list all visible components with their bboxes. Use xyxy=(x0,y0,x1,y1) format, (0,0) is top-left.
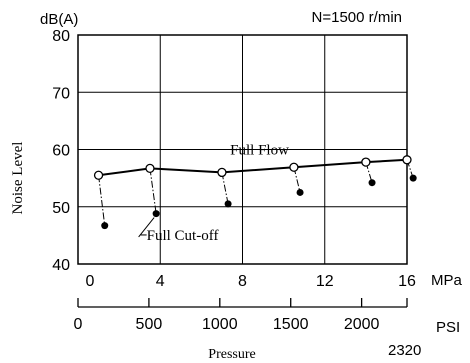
series-line-full-flow xyxy=(98,158,408,177)
point-full-flow xyxy=(289,162,299,172)
point-full-cut-off xyxy=(152,210,160,218)
point-full-cut-off xyxy=(224,200,232,208)
y-tick-label: 80 xyxy=(52,28,70,45)
x-secondary-unit: PSI xyxy=(436,319,460,336)
transition-line xyxy=(149,168,157,214)
point-full-flow xyxy=(145,163,155,174)
x-secondary-tick-label: 500 xyxy=(136,316,163,333)
x-primary-tick-label: 4 xyxy=(156,273,165,290)
x-primary-tick-label: 8 xyxy=(238,273,247,290)
x-primary-unit: MPa xyxy=(431,272,463,289)
y-tick-label: 60 xyxy=(52,143,70,160)
x-secondary-axis: 0 500 1000 1500 2000 xyxy=(74,298,408,333)
transition-line xyxy=(221,172,229,204)
x-primary-tick-label: 16 xyxy=(398,273,416,290)
y-tick-label: 70 xyxy=(52,85,70,102)
point-full-flow xyxy=(361,157,371,167)
y-axis-label: Noise Level xyxy=(10,142,26,215)
point-full-flow xyxy=(402,155,412,165)
y-tick-label: 50 xyxy=(52,200,70,217)
series-layer xyxy=(93,155,417,230)
x-axis-label: Pressure xyxy=(208,347,255,362)
x-secondary-tick-label: 1500 xyxy=(273,316,309,333)
x-secondary-end-tick: 2320 xyxy=(388,342,421,359)
grid xyxy=(78,35,407,264)
x-secondary-tick-label: 2000 xyxy=(344,316,380,333)
point-full-flow xyxy=(217,167,227,178)
annotations: Full Flow Full Cut-off xyxy=(138,143,289,244)
point-full-cut-off xyxy=(101,222,109,230)
label-full-cut-off: Full Cut-off xyxy=(147,228,219,244)
y-tick-label: 40 xyxy=(52,257,70,274)
y-unit-label: dB(A) xyxy=(40,11,78,28)
x-primary-tick-labels: 0 4 8 12 16 xyxy=(86,273,416,290)
x-primary-tick-label: 12 xyxy=(316,273,334,290)
x-primary-tick-label: 0 xyxy=(86,273,95,290)
y-tick-labels: 40 50 60 70 80 xyxy=(52,28,70,274)
label-full-flow: Full Flow xyxy=(230,143,289,159)
transition-line xyxy=(98,175,106,226)
point-full-cut-off xyxy=(368,179,376,187)
plot-frame xyxy=(77,34,408,265)
chart-title: N=1500 r/min xyxy=(312,9,402,26)
x-secondary-tick-label: 1000 xyxy=(202,316,238,333)
point-full-cut-off xyxy=(409,174,417,182)
x-secondary-tick-label: 0 xyxy=(74,316,83,333)
point-full-flow xyxy=(93,170,104,180)
point-full-cut-off xyxy=(296,188,304,196)
leader-line-full-cut-off xyxy=(138,217,155,238)
